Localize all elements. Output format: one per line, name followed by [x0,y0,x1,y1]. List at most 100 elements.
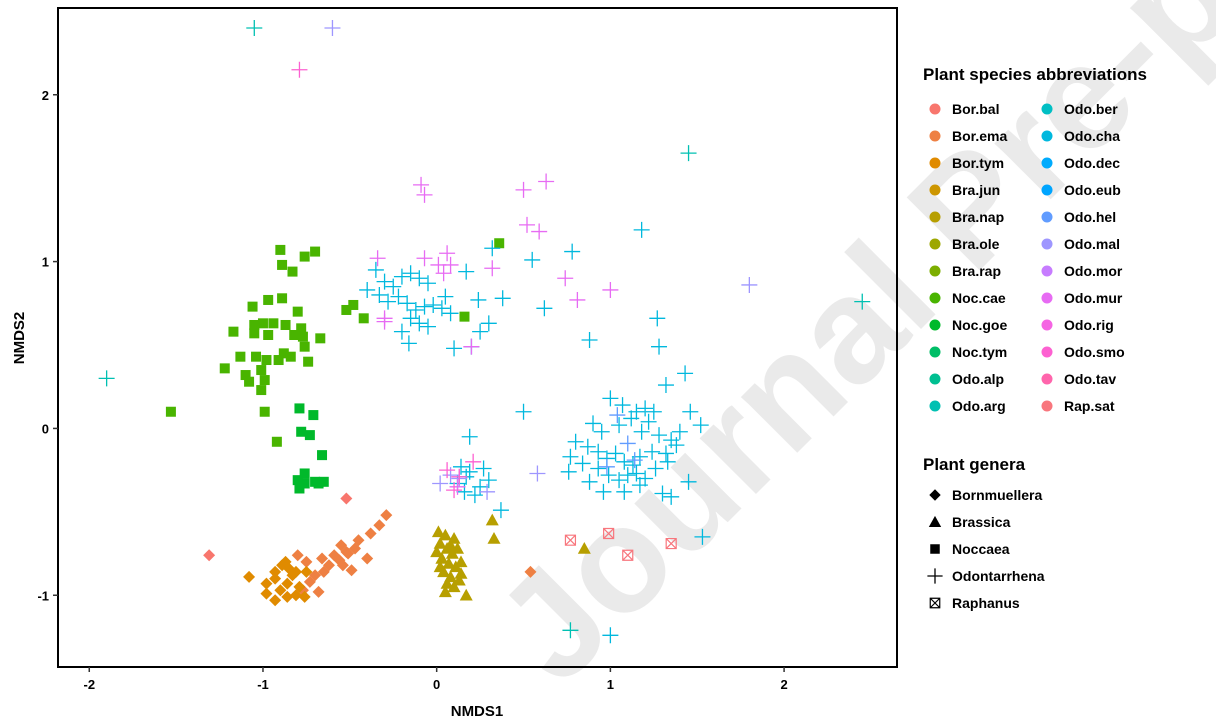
data-point-bornmuellera [281,590,294,603]
data-point-noccaea [310,246,321,257]
legend-species-key [929,238,941,250]
data-point-odontarrhena [536,300,553,317]
data-point-odontarrhena [437,288,454,305]
data-point-odontarrhena [479,483,496,500]
data-point-noccaea [303,356,314,367]
legend-species-label: Odo.alp [952,371,1004,387]
data-point-noccaea [294,483,305,494]
legend-species-key [1041,319,1053,331]
y-tick-label: 1 [42,255,49,270]
data-point-odontarrhena [741,276,758,293]
legend-species-key [929,265,941,277]
data-point-odontarrhena [98,370,115,387]
data-point-noccaea [271,436,282,447]
data-point-odontarrhena [637,400,654,417]
data-point-odontarrhena [465,453,482,470]
data-point-brassica [447,580,461,593]
data-point-odontarrhena [611,417,628,434]
data-point-odontarrhena [524,251,541,268]
data-point-brassica [487,532,501,544]
data-point-noccaea [275,244,286,255]
legend-species-key [929,103,941,115]
legend-species: Bor.bal Bor.ema Bor.tym Bra.jun Bra.nap Bra.o… [929,101,1125,414]
data-point-odontarrhena [480,472,497,489]
data-point-bornmuellera [274,584,287,597]
data-point-odontarrhena [626,452,643,469]
data-point-odontarrhena [569,291,586,308]
data-point-noccaea [280,319,291,330]
data-point-bornmuellera [316,552,329,565]
data-point-noccaea [277,293,288,304]
data-point-noccaea [318,476,329,487]
data-point-noccaea [341,304,352,315]
legend-species-label: Noc.tym [952,344,1007,360]
data-point-odontarrhena [645,403,662,420]
y-axis-title: NMDS2 [11,312,28,365]
data-point-odontarrhena [411,315,428,332]
legend-species-key [1041,346,1053,358]
data-point-odontarrhena [246,20,263,37]
y-tick-label: 2 [42,88,49,103]
data-point-odontarrhena [402,310,419,327]
data-point-odontarrhena [442,256,459,273]
data-point-odontarrhena [419,275,436,292]
data-point-odontarrhena [600,467,617,484]
data-point-odontarrhena [671,423,688,440]
data-point-noccaea [247,301,258,312]
data-point-odontarrhena [419,318,436,335]
data-point-odontarrhena [602,390,619,407]
data-point-noccaea [277,259,288,270]
legend-species-label: Odo.tav [1064,371,1116,387]
data-point-odontarrhena [614,397,631,414]
data-point-noccaea [249,319,260,330]
data-point-odontarrhena [393,268,410,285]
data-point-odontarrhena [649,310,666,327]
data-point-brassica [485,513,499,526]
data-point-bornmuellera [328,549,341,562]
data-point-odontarrhena [416,186,433,203]
legend-species-key [1041,373,1053,385]
data-point-odontarrhena [376,313,393,330]
data-point-bornmuellera [317,565,330,578]
data-point-odontarrhena [376,273,393,290]
x-tick-label: 1 [607,677,614,692]
x-tick-label: 0 [433,677,440,692]
data-point-noccaea [299,251,310,262]
data-point-bornmuellera [345,564,358,577]
legend-genus-key [929,597,941,609]
legend-species-label: Odo.mur [1064,290,1123,306]
data-point-noccaea [256,385,267,396]
data-point-raphanus [665,537,677,550]
data-point-brassica [440,577,454,589]
data-point-odontarrhena [529,465,546,482]
x-tick-label: -1 [257,677,269,692]
data-point-odontarrhena [680,145,697,162]
legend-species-key [1041,157,1053,169]
data-point-odontarrhena [640,413,657,430]
data-point-odontarrhena [644,443,661,460]
data-point-odontarrhena [579,438,596,455]
data-point-noccaea [263,329,274,340]
data-point-odontarrhena [562,448,579,465]
data-point-bornmuellera [340,492,353,505]
data-point-noccaea [299,468,310,479]
data-point-odontarrhena [657,445,674,462]
data-point-brassica [454,555,468,568]
data-point-odontarrhena [435,265,452,282]
data-point-odontarrhena [694,528,711,545]
data-point-odontarrhena [564,243,581,260]
legend-species-key [1041,130,1053,142]
data-point-noccaea [261,355,272,366]
data-point-odontarrhena [854,293,871,310]
legend-species-key [929,319,941,331]
data-point-odontarrhena [668,437,685,454]
data-point-odontarrhena [446,340,463,357]
legend-species-label: Noc.cae [952,290,1006,306]
data-point-odontarrhena [484,260,501,277]
legend-species-key [1041,211,1053,223]
data-point-odontarrhena [562,622,579,639]
data-point-odontarrhena [413,176,430,193]
legend-species-title: Plant species abbreviations [923,65,1147,84]
data-point-bornmuellera [303,575,316,588]
